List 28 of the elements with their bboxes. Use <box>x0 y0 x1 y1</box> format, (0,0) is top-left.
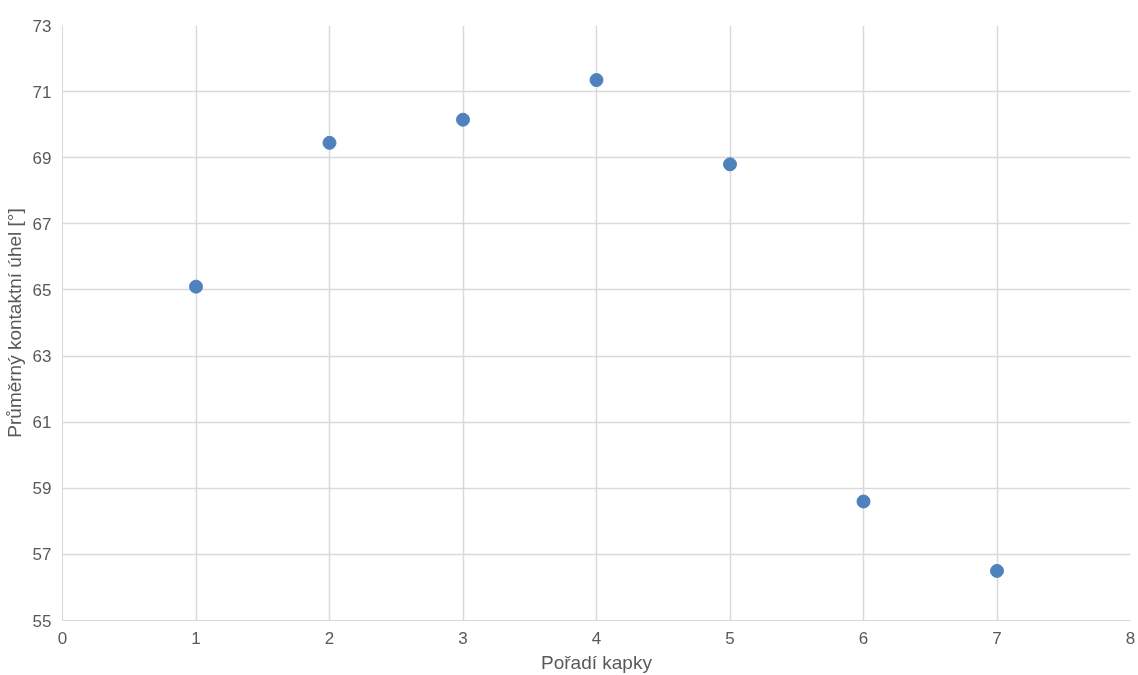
y-tick-label: 65 <box>32 280 52 300</box>
y-tick-label: 61 <box>32 413 52 433</box>
x-tick-label: 4 <box>591 628 602 648</box>
y-tick-label: 71 <box>32 82 52 102</box>
x-tick-label: 6 <box>858 628 869 648</box>
y-tick-label: 57 <box>32 545 52 565</box>
y-tick-label: 59 <box>32 479 52 499</box>
point <box>990 563 1004 578</box>
y-tick-label: 67 <box>32 214 52 234</box>
point <box>589 73 604 88</box>
x-tick-label: 0 <box>57 628 68 648</box>
x-tick-label: 5 <box>725 628 735 648</box>
x-tick-label: 2 <box>324 628 335 648</box>
y-tick-label: 55 <box>32 611 52 631</box>
point <box>723 157 737 172</box>
point <box>456 112 470 127</box>
x-tick-label: 7 <box>992 628 1002 648</box>
y-tick-label: 63 <box>32 347 52 367</box>
x-axis-title: Pořadí kapky <box>541 651 653 673</box>
y-axis-title: Průměrný kontaktní úhel [°] <box>3 208 25 438</box>
point <box>189 279 203 294</box>
x-tick-label: 3 <box>458 628 468 648</box>
y-tick-label: 69 <box>32 148 52 168</box>
x-tick-label: 1 <box>191 628 201 648</box>
y-tick-label: 73 <box>32 16 52 36</box>
point <box>856 494 871 509</box>
point <box>322 135 337 150</box>
x-tick-label: 8 <box>1125 628 1136 648</box>
